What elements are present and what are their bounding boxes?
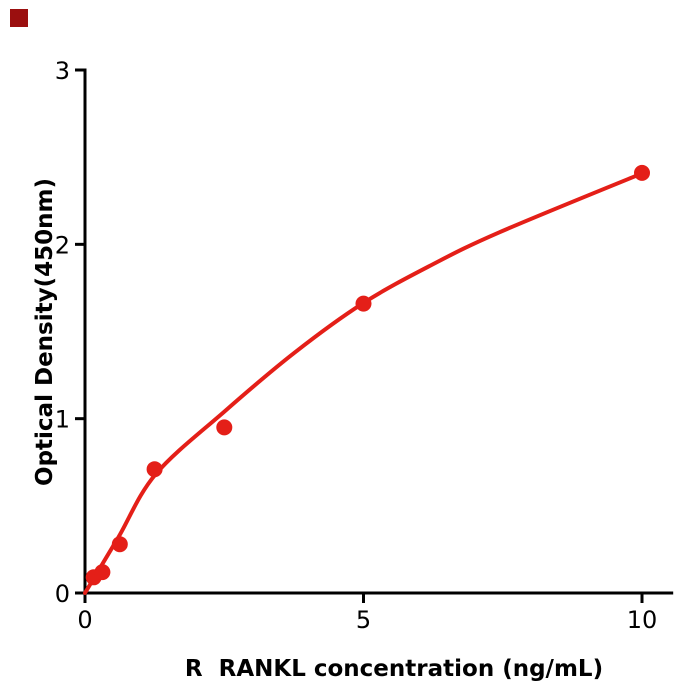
data-point bbox=[94, 564, 111, 581]
y-axis-title: Optical Density(450nm) bbox=[32, 178, 58, 486]
fitted-curve bbox=[83, 171, 644, 595]
axis-ticks bbox=[75, 68, 644, 603]
data-point bbox=[111, 536, 128, 553]
x-tick-label: 10 bbox=[627, 606, 658, 634]
x-tick-label: 0 bbox=[77, 606, 92, 634]
data-point bbox=[634, 164, 650, 181]
y-tick-label: 0 bbox=[55, 580, 70, 608]
axis-tick-labels: 0 5 10 0 1 2 3 bbox=[55, 57, 658, 634]
x-tick-label: 5 bbox=[356, 606, 371, 634]
axes: 0 5 10 0 1 2 3 bbox=[55, 57, 674, 634]
x-axis-title: R RANKL concentration (ng/mL) bbox=[185, 656, 603, 682]
data-point bbox=[355, 295, 372, 312]
data-point bbox=[216, 419, 233, 436]
brand-mark-square bbox=[10, 9, 28, 27]
y-tick-label: 3 bbox=[55, 57, 70, 85]
data-point bbox=[146, 461, 163, 478]
y-tick-label: 1 bbox=[55, 406, 70, 434]
y-tick-label: 2 bbox=[55, 231, 70, 259]
data-points bbox=[85, 164, 650, 586]
